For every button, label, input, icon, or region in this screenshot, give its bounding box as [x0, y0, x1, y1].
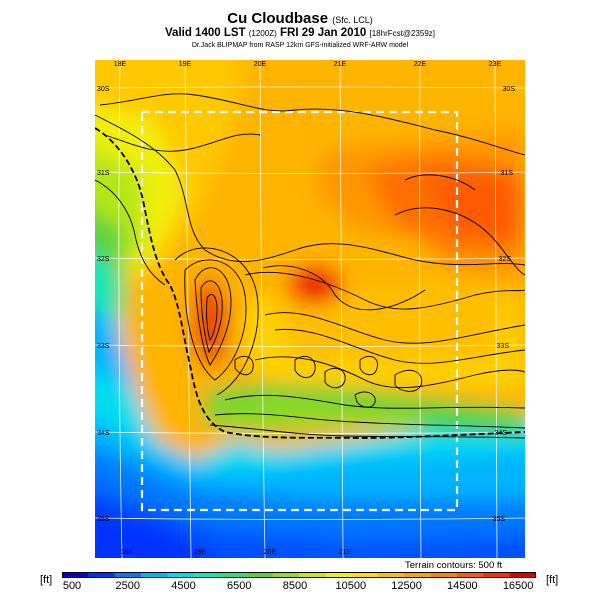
colorbar-tick-label: 12500 — [391, 580, 422, 592]
lon-label-top: 23E — [489, 61, 502, 68]
colorbar-swatch — [114, 572, 142, 578]
colorbar-swatch — [272, 572, 300, 578]
lat-label-right: 32S — [499, 256, 512, 263]
colorbar-swatch — [62, 572, 89, 578]
colorbar-tick-label: 10500 — [335, 580, 367, 592]
coastline — [95, 127, 525, 439]
valid-code: (1200Z) — [248, 29, 277, 38]
colorbar-tick-label: 14500 — [447, 580, 478, 592]
lon-label-bottom: 21E — [339, 549, 352, 556]
map-valid-time: Valid 1400 LST (1200Z) FRI 29 Jan 2010 [… — [0, 27, 600, 39]
colorbar-swatch — [430, 572, 458, 578]
title-main: Cu Cloudbase — [227, 10, 329, 27]
map-title: Cu Cloudbase (Sfc. LCL) — [0, 10, 600, 27]
inner-domain-box — [140, 110, 459, 512]
map-credit: Dr.Jack BLIPMAP from RASP 12km GFS-initi… — [191, 42, 409, 49]
lat-label-right: 34S — [495, 430, 508, 437]
colorbar-unit-left: [ft] — [40, 574, 53, 586]
lat-label-left: 34S — [97, 430, 110, 437]
colorbar-swatch — [404, 572, 432, 578]
colorbar-swatch — [193, 572, 221, 578]
colorbar-swatch — [351, 572, 379, 578]
colorbar-swatch — [88, 572, 116, 578]
lon-label-top: 19E — [179, 61, 192, 68]
colorbar-swatch — [167, 572, 195, 578]
colorbar-swatch — [483, 572, 511, 578]
colorbar-tick-label: 8500 — [282, 580, 308, 592]
lat-label-left: 35S — [97, 516, 110, 523]
valid-date: FRI 29 Jan 2010 — [279, 27, 367, 39]
lat-lon-grid — [95, 60, 525, 558]
colorbar-unit-right: [ft] — [546, 574, 559, 586]
title-main-suffix: (Sfc. LCL) — [332, 15, 373, 25]
colorbar-tick-label: 500 — [62, 580, 82, 592]
colorbar-swatch — [325, 572, 353, 578]
colorbar — [62, 572, 536, 578]
lon-labels-bottom: 18E 19E 20E 21E — [121, 549, 352, 556]
terrain-contour-note: Terrain contours: 500 ft — [405, 560, 503, 571]
lat-label-left: 32S — [97, 256, 110, 263]
colorbar-tick-label: 2500 — [115, 580, 140, 592]
lon-label-bottom: 19E — [194, 549, 207, 556]
lat-label-right: 31S — [501, 170, 514, 177]
terrain-contours — [95, 93, 525, 439]
colorbar-tick-label: 16500 — [502, 580, 534, 592]
lat-label-right: 35S — [493, 516, 506, 523]
lat-label-left: 31S — [97, 170, 110, 177]
valid-prefix: Valid 1400 LST — [165, 27, 246, 39]
colorbar-swatch — [299, 572, 326, 578]
colorbar-swatch — [457, 572, 484, 578]
cloudbase-map: 18E 19E 20E 21E 22E 23E 18E 19E 20E 21E … — [95, 60, 525, 558]
lon-label-bottom: 18E — [121, 549, 134, 556]
lon-label-top: 18E — [114, 61, 127, 68]
lat-label-right: 33S — [497, 343, 510, 350]
lat-labels-right: 30S 31S 32S 33S 34S 35S — [493, 86, 516, 523]
colorbar-tick-label: 6500 — [227, 580, 252, 592]
colorbar-tick-label: 4500 — [171, 580, 196, 592]
cloudbase-field — [95, 60, 525, 558]
colorbar-swatch — [141, 572, 168, 578]
lon-label-top: 20E — [254, 61, 267, 68]
lon-labels-top: 18E 19E 20E 21E 22E 23E — [114, 61, 502, 68]
lat-label-left: 30S — [97, 86, 110, 93]
colorbar-swatch — [378, 572, 405, 578]
lat-label-left: 33S — [97, 343, 110, 350]
valid-suffix: [18hrFcst@2359z] — [369, 29, 435, 38]
colorbar-swatch — [220, 572, 247, 578]
lon-label-top: 21E — [334, 61, 347, 68]
colorbar-frame — [62, 572, 536, 578]
colorbar-swatch — [509, 572, 536, 578]
colorbar-swatch — [246, 572, 274, 578]
lat-labels-left: 30S 31S 32S 33S 34S 35S — [97, 86, 110, 523]
lon-label-bottom: 20E — [264, 549, 277, 556]
lat-label-right: 30S — [503, 86, 516, 93]
lon-label-top: 22E — [414, 61, 427, 68]
